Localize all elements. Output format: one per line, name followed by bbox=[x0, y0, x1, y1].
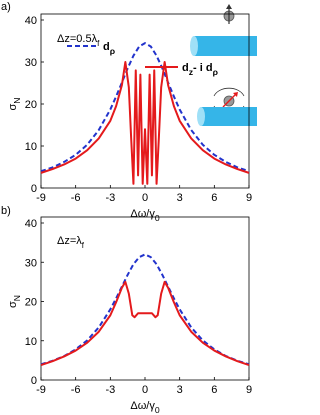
y-tick-label: 30 bbox=[25, 57, 37, 69]
y-axis-label-part: σ bbox=[7, 104, 19, 111]
x-tick-label: 3 bbox=[177, 192, 183, 204]
x-tick-label: 6 bbox=[211, 192, 217, 204]
annotation-part: Δz=0.5λ bbox=[57, 33, 98, 45]
annotation-part: f bbox=[97, 39, 100, 48]
y-tick-label: 40 bbox=[25, 218, 37, 230]
legend-label-part: ρ bbox=[110, 46, 115, 56]
x-tick-label: -3 bbox=[105, 384, 115, 396]
y-tick-label: 0 bbox=[31, 375, 37, 387]
x-tick-label: 3 bbox=[177, 384, 183, 396]
series-line bbox=[40, 280, 250, 367]
x-axis-label: Δω/γ0 bbox=[130, 208, 160, 223]
series-line bbox=[40, 42, 250, 173]
x-tick-label: -6 bbox=[71, 192, 81, 204]
y-tick-label: 40 bbox=[25, 15, 37, 27]
series-line bbox=[40, 253, 250, 366]
panel-label: b) bbox=[1, 205, 11, 217]
annotation-part: Δz=λ bbox=[57, 235, 82, 247]
annotation: Δz=0.5λf bbox=[57, 33, 100, 48]
y-axis-label: σN bbox=[7, 97, 22, 110]
y-axis-label-part: N bbox=[12, 295, 22, 301]
x-tick-label: 9 bbox=[246, 384, 252, 396]
x-tick-label: -6 bbox=[71, 384, 81, 396]
x-axis-label-part: 0 bbox=[155, 213, 160, 223]
legend-label-part: d bbox=[182, 62, 189, 74]
legend-label-part: d bbox=[103, 41, 110, 53]
legend-label-part: - i d bbox=[193, 62, 213, 74]
legend-label: dz- i dρ bbox=[182, 62, 218, 77]
annotation: Δz=λf bbox=[57, 235, 85, 250]
series-line bbox=[40, 61, 250, 185]
y-tick-label: 20 bbox=[25, 99, 37, 111]
y-tick-label: 30 bbox=[25, 257, 37, 269]
x-tick-label: -9 bbox=[36, 192, 46, 204]
y-axis-label-part: σ bbox=[7, 301, 19, 308]
icon-lower bbox=[197, 87, 257, 126]
y-axis-label-part: N bbox=[12, 97, 22, 103]
panel-label: a) bbox=[1, 1, 11, 13]
x-axis-label-part: Δω/γ bbox=[130, 208, 155, 220]
x-tick-label: 9 bbox=[246, 192, 252, 204]
y-tick-label: 10 bbox=[25, 141, 37, 153]
legend-label: dρ bbox=[103, 41, 115, 56]
x-tick-label: 0 bbox=[142, 192, 148, 204]
annotation-part: f bbox=[82, 241, 85, 250]
y-tick-label: 0 bbox=[31, 183, 37, 195]
x-tick-label: -9 bbox=[36, 384, 46, 396]
x-tick-label: 6 bbox=[211, 384, 217, 396]
y-tick-label: 20 bbox=[25, 297, 37, 309]
legend-label-part: z bbox=[189, 67, 193, 77]
legend-label-part: ρ bbox=[213, 67, 218, 77]
x-axis-label-part: Δω/γ bbox=[130, 400, 155, 412]
x-axis-label: Δω/γ0 bbox=[130, 400, 160, 415]
x-tick-label: -3 bbox=[105, 192, 115, 204]
x-axis-label-part: 0 bbox=[155, 405, 160, 415]
y-tick-label: 10 bbox=[25, 336, 37, 348]
y-axis-label: σN bbox=[7, 295, 22, 308]
x-tick-label: 0 bbox=[142, 384, 148, 396]
icon-upper bbox=[190, 4, 257, 56]
